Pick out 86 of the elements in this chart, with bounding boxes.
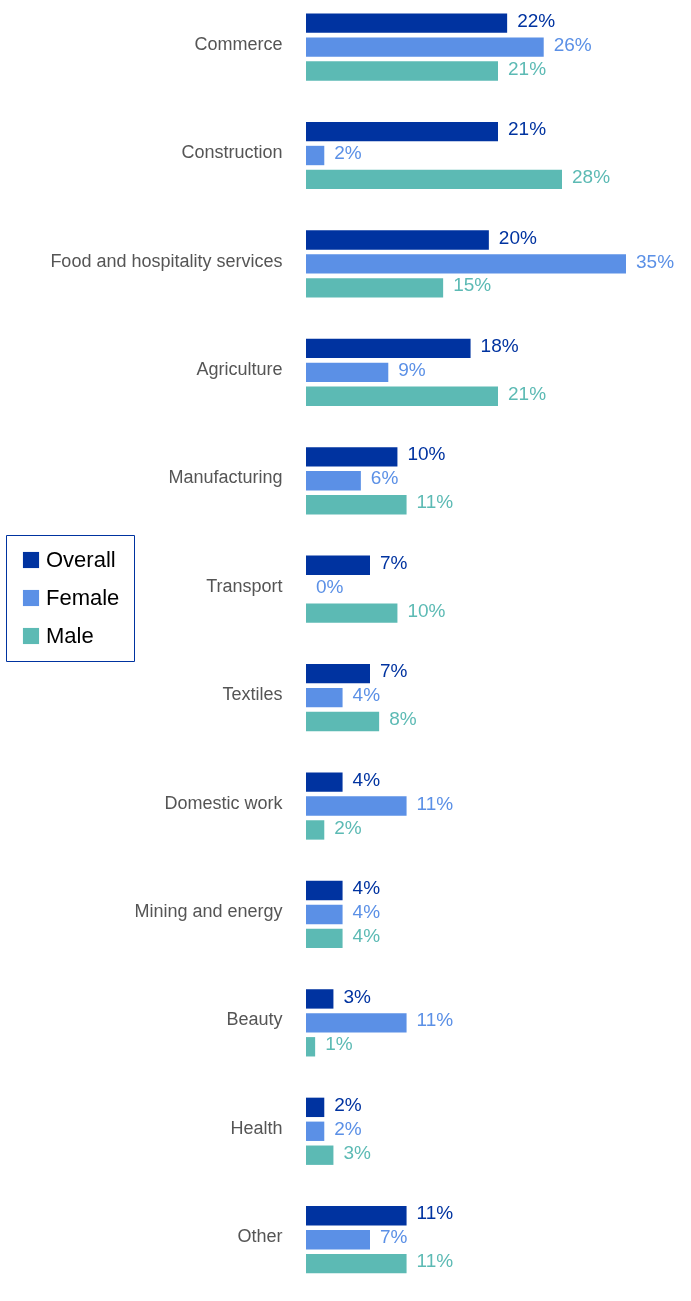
data-label: 10% <box>407 443 446 465</box>
bar <box>306 447 398 467</box>
bar <box>306 687 343 708</box>
data-label: 2% <box>334 142 362 164</box>
bar <box>306 13 508 33</box>
data-label: 11% <box>416 792 454 814</box>
bar <box>306 169 562 190</box>
bar <box>306 338 471 359</box>
bar <box>306 820 325 840</box>
y-tick-label: Beauty <box>226 1009 283 1030</box>
bar <box>306 1013 407 1033</box>
legend-label: Male <box>46 623 94 648</box>
data-label: 10% <box>407 599 446 621</box>
bar <box>306 928 343 949</box>
data-label: 21% <box>508 57 547 79</box>
data-label: 0% <box>316 575 344 597</box>
data-label: 4% <box>352 901 381 923</box>
bar <box>306 145 325 166</box>
y-tick-label: Other <box>237 1226 283 1247</box>
data-label: 11% <box>416 1250 454 1272</box>
y-tick-label: Textiles <box>222 684 283 705</box>
bar <box>306 1253 407 1274</box>
data-label: 22% <box>517 9 556 31</box>
data-label: 7% <box>380 551 408 573</box>
data-label: 4% <box>352 877 381 899</box>
bar <box>306 278 444 298</box>
bar <box>306 37 544 57</box>
bar <box>306 904 343 925</box>
data-label: 8% <box>389 708 417 730</box>
bar <box>306 121 498 142</box>
data-label: 7% <box>380 660 408 682</box>
y-tick-label: Food and hospitality services <box>50 250 283 271</box>
data-label: 1% <box>325 1033 353 1055</box>
y-tick-label: Construction <box>181 142 283 163</box>
data-label: 7% <box>380 1226 408 1248</box>
bar <box>306 230 489 250</box>
legend-label: Female <box>46 585 120 610</box>
bar <box>306 495 407 515</box>
y-tick-label: Agriculture <box>196 358 283 379</box>
data-label: 4% <box>352 684 381 706</box>
data-label: 2% <box>334 1093 362 1115</box>
bar <box>306 254 626 274</box>
bar <box>306 61 498 81</box>
data-label: 4% <box>352 768 381 790</box>
y-tick-label: Transport <box>206 575 283 596</box>
data-label: 9% <box>398 358 426 380</box>
data-label: 3% <box>343 1141 371 1163</box>
data-label: 4% <box>352 924 381 946</box>
bar <box>306 555 370 575</box>
bar <box>306 471 361 491</box>
data-label: 11% <box>416 1202 454 1224</box>
data-label: 35% <box>636 250 675 272</box>
bar <box>306 386 498 406</box>
data-label: 28% <box>572 166 611 188</box>
bar <box>306 1097 325 1118</box>
y-tick-label: Health <box>230 1117 283 1138</box>
legend-label: Overall <box>46 547 116 572</box>
bar <box>306 1145 334 1165</box>
data-label: 21% <box>508 118 547 140</box>
data-label: 2% <box>334 1117 362 1139</box>
y-tick-label: Manufacturing <box>168 467 283 488</box>
data-label: 15% <box>453 274 492 296</box>
bar <box>306 796 407 816</box>
bar <box>306 1230 370 1250</box>
bar <box>306 989 334 1009</box>
data-label: 20% <box>498 226 537 248</box>
y-tick-label: Domestic work <box>164 792 284 813</box>
bar <box>306 1037 316 1057</box>
y-tick-label: Commerce <box>194 33 283 54</box>
data-label: 11% <box>416 1009 454 1031</box>
data-label: 18% <box>480 335 519 357</box>
bar <box>306 880 343 901</box>
bar <box>306 1206 407 1226</box>
bar <box>306 603 398 623</box>
data-label: 26% <box>553 33 592 55</box>
bar <box>306 772 343 792</box>
bar <box>306 362 389 383</box>
data-label: 21% <box>508 382 547 404</box>
y-tick-label: Mining and energy <box>134 901 283 922</box>
data-label: 2% <box>334 816 362 838</box>
data-label: 6% <box>370 467 399 489</box>
bar <box>306 711 380 732</box>
data-label: 11% <box>416 491 454 513</box>
bar <box>306 1121 325 1141</box>
bar <box>306 663 370 684</box>
data-label: 3% <box>343 985 371 1007</box>
